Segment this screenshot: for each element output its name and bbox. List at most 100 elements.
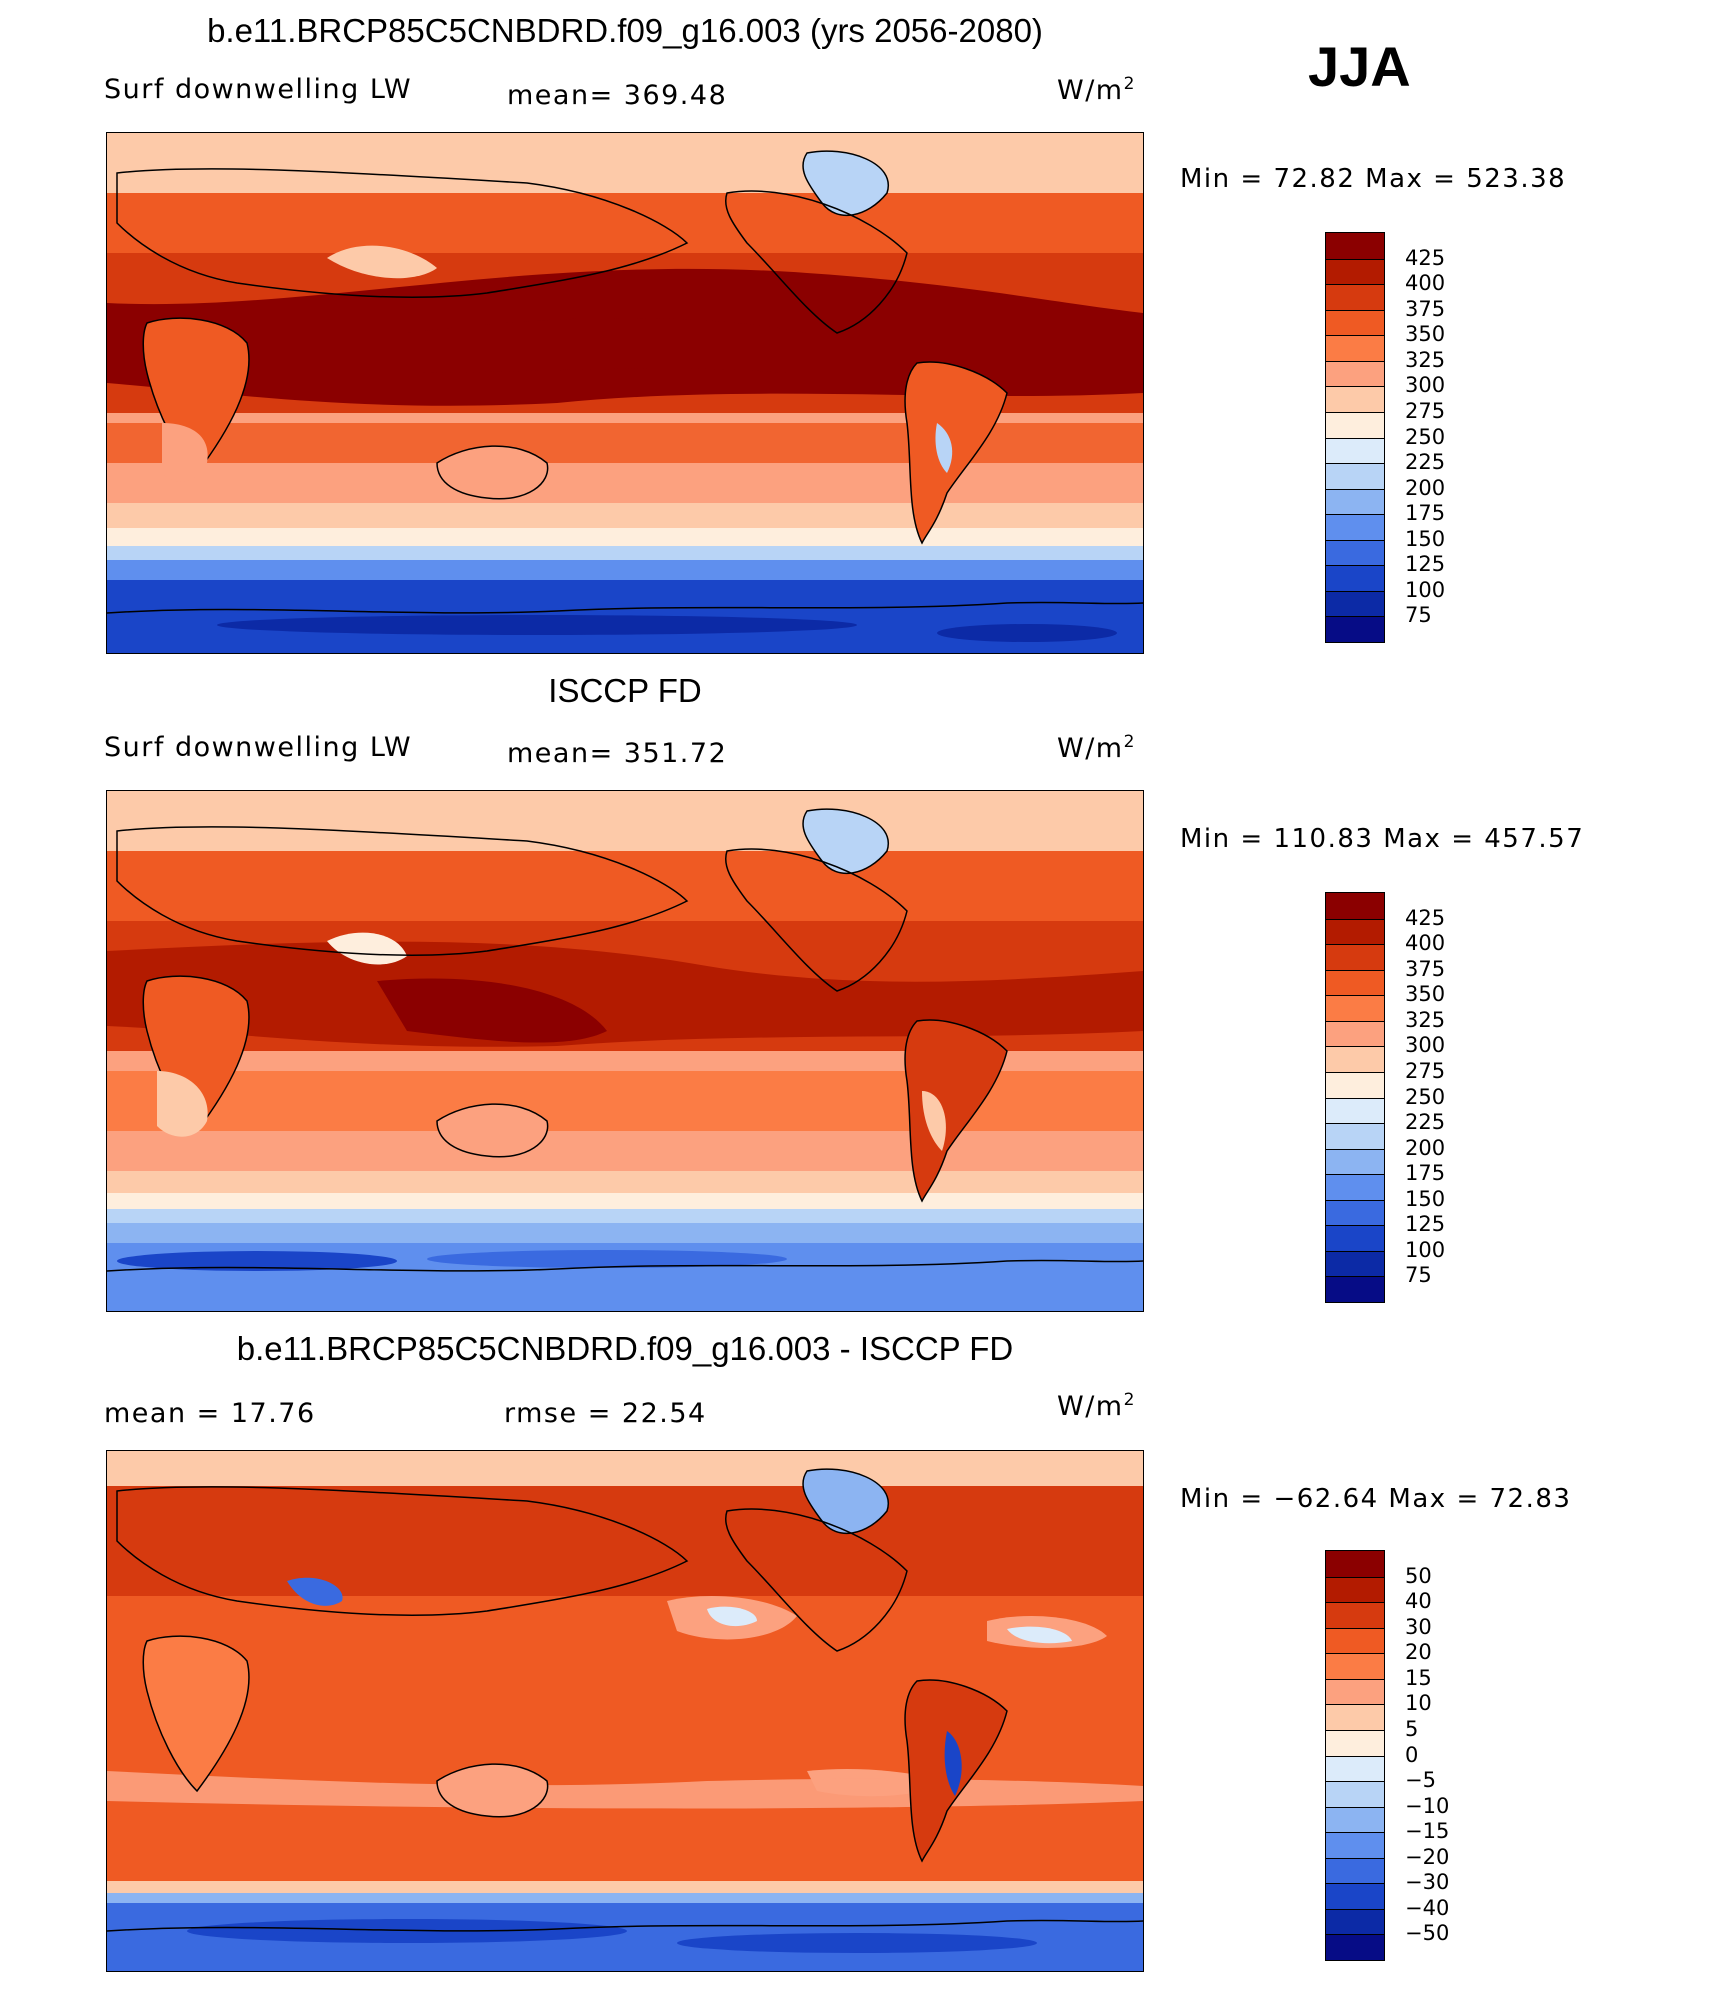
panel-1-colorbar: [1325, 232, 1385, 643]
colorbar-segment: [1326, 1123, 1384, 1149]
colorbar-tick-label: 75: [1405, 1263, 1432, 1288]
colorbar-segment: [1326, 1755, 1384, 1782]
colorbar-segment: [1326, 1883, 1384, 1909]
colorbar-tick-label: 425: [1405, 905, 1446, 930]
colorbar-segment: [1326, 1551, 1384, 1577]
panel-1-mean: mean= 369.48: [507, 80, 728, 111]
colorbar-segment: [1326, 944, 1384, 970]
colorbar-segment: [1326, 995, 1384, 1021]
colorbar-tick-label: 15: [1405, 1665, 1432, 1690]
colorbar-tick-label: 175: [1405, 501, 1446, 526]
colorbar-tick-label: 40: [1405, 1589, 1432, 1614]
colorbar-tick-label: 375: [1405, 956, 1446, 981]
colorbar-segment: [1326, 1199, 1384, 1226]
map-field-difference: [107, 1451, 1143, 1971]
colorbar-tick-label: 350: [1405, 982, 1446, 1007]
colorbar-segment: [1326, 1250, 1384, 1277]
colorbar-segment: [1326, 565, 1384, 591]
colorbar-tick-label: 0: [1405, 1742, 1419, 1767]
colorbar-segment: [1326, 969, 1384, 996]
colorbar-segment: [1326, 463, 1384, 489]
colorbar-tick-label: 75: [1405, 603, 1432, 628]
panel-1-units: W/m2: [1057, 74, 1136, 106]
colorbar-segment: [1326, 1908, 1384, 1935]
colorbar-segment: [1326, 1934, 1384, 1960]
colorbar-segment: [1326, 1097, 1384, 1124]
colorbar-tick-label: −30: [1405, 1870, 1450, 1895]
panel-2-minmax: Min = 110.83 Max = 457.57: [1180, 824, 1585, 854]
colorbar-tick-label: 250: [1405, 1084, 1446, 1109]
panel-1-map: [106, 132, 1144, 654]
colorbar-tick-label: −50: [1405, 1921, 1450, 1946]
colorbar-segment: [1326, 893, 1384, 919]
colorbar-tick-label: 125: [1405, 1212, 1446, 1237]
colorbar-segment: [1326, 1602, 1384, 1628]
colorbar-segment: [1326, 360, 1384, 387]
colorbar-tick-label: 250: [1405, 424, 1446, 449]
colorbar-segment: [1326, 1046, 1384, 1072]
colorbar-tick-label: 275: [1405, 1058, 1446, 1083]
panel-3-title: b.e11.BRCP85C5CNBDRD.f09_g16.003 - ISCCP…: [236, 1330, 1014, 1367]
panel-2-variable: Surf downwelling LW: [104, 732, 413, 763]
colorbar-segment: [1326, 1729, 1384, 1756]
colorbar-tick-label: −40: [1405, 1895, 1450, 1920]
colorbar-segment: [1326, 1148, 1384, 1175]
colorbar-tick-label: 100: [1405, 1237, 1446, 1262]
colorbar-segment: [1326, 1174, 1384, 1200]
colorbar-tick-label: 100: [1405, 577, 1446, 602]
colorbar-tick-label: 300: [1405, 373, 1446, 398]
panel-3-units: W/m2: [1057, 1390, 1136, 1422]
colorbar-segment: [1326, 233, 1384, 259]
colorbar-segment: [1326, 1576, 1384, 1603]
colorbar-tick-label: −10: [1405, 1793, 1450, 1818]
panel-3-colorbar: [1325, 1550, 1385, 1961]
colorbar-segment: [1326, 258, 1384, 285]
colorbar-tick-label: 350: [1405, 322, 1446, 347]
colorbar-segment: [1326, 1653, 1384, 1679]
colorbar-tick-label: 200: [1405, 1135, 1446, 1160]
colorbar-segment: [1326, 437, 1384, 464]
colorbar-segment: [1326, 616, 1384, 642]
colorbar-tick-label: 10: [1405, 1691, 1432, 1716]
colorbar-segment: [1326, 1806, 1384, 1833]
panel-3-map: [106, 1450, 1144, 1972]
colorbar-tick-label: 425: [1405, 245, 1446, 270]
colorbar-tick-label: 175: [1405, 1161, 1446, 1186]
colorbar-segment: [1326, 539, 1384, 566]
panel-2-units: W/m2: [1057, 732, 1136, 764]
panel-3-rmse: rmse = 22.54: [504, 1398, 707, 1429]
colorbar-segment: [1326, 1704, 1384, 1730]
colorbar-segment: [1326, 488, 1384, 515]
colorbar-segment: [1326, 411, 1384, 438]
colorbar-tick-label: −15: [1405, 1819, 1450, 1844]
colorbar-tick-label: 150: [1405, 1186, 1446, 1211]
colorbar-tick-label: 50: [1405, 1563, 1432, 1588]
colorbar-tick-label: 20: [1405, 1640, 1432, 1665]
colorbar-tick-label: 150: [1405, 526, 1446, 551]
colorbar-tick-label: 375: [1405, 296, 1446, 321]
colorbar-tick-label: 200: [1405, 475, 1446, 500]
colorbar-segment: [1326, 1071, 1384, 1098]
colorbar-tick-label: 275: [1405, 398, 1446, 423]
colorbar-tick-label: 30: [1405, 1614, 1432, 1639]
colorbar-segment: [1326, 1857, 1384, 1884]
colorbar-tick-label: 325: [1405, 1007, 1446, 1032]
panel-2-map: [106, 790, 1144, 1312]
colorbar-segment: [1326, 590, 1384, 617]
panel-3-minmax: Min = −62.64 Max = 72.83: [1180, 1484, 1572, 1514]
colorbar-segment: [1326, 1781, 1384, 1807]
colorbar-tick-label: 400: [1405, 271, 1446, 296]
colorbar-tick-label: 300: [1405, 1033, 1446, 1058]
colorbar-segment: [1326, 1832, 1384, 1858]
panel-2-colorbar: [1325, 892, 1385, 1303]
map-field-observed: [107, 791, 1143, 1311]
colorbar-segment: [1326, 1678, 1384, 1705]
season-label: JJA: [1308, 35, 1411, 98]
colorbar-segment: [1326, 514, 1384, 540]
colorbar-tick-label: 5: [1405, 1716, 1419, 1741]
colorbar-segment: [1326, 1627, 1384, 1654]
colorbar-segment: [1326, 1276, 1384, 1302]
panel-1-variable: Surf downwelling LW: [104, 74, 413, 105]
colorbar-segment: [1326, 309, 1384, 336]
colorbar-tick-label: 125: [1405, 552, 1446, 577]
